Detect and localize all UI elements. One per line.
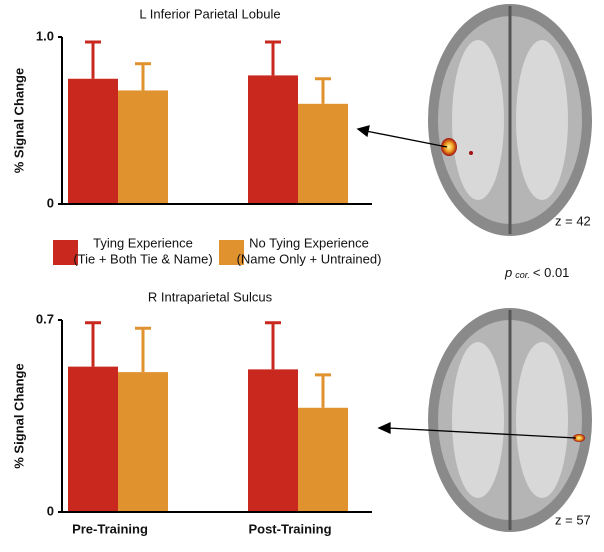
legend-detail: (Name Only + Untrained) xyxy=(237,251,382,266)
p-subscript: cor. xyxy=(515,270,530,280)
legend-swatch xyxy=(219,240,244,265)
x-tick-label: Pre-Training xyxy=(72,521,148,536)
arrow xyxy=(356,125,577,439)
p-value: p cor. < 0.01 xyxy=(504,265,569,280)
bar xyxy=(118,372,168,512)
legend-label: No Tying Experience xyxy=(249,235,369,250)
chart-title: L Inferior Parietal Lobule xyxy=(139,6,280,21)
p-label: p xyxy=(504,265,512,280)
bar xyxy=(248,369,298,512)
legend-swatch xyxy=(53,240,78,265)
z-label: z = 42 xyxy=(555,213,591,228)
brain-image-bottom xyxy=(428,308,592,532)
bar xyxy=(68,366,118,512)
bar xyxy=(68,78,118,204)
y-tick-label: 1.0 xyxy=(36,28,54,43)
y-axis-label: % Signal Change xyxy=(11,363,26,468)
bar xyxy=(298,407,348,512)
y-axis-label: % Signal Change xyxy=(11,68,26,173)
legend-label: Tying Experience xyxy=(93,235,193,250)
x-tick-label: Post-Training xyxy=(248,521,331,536)
bar xyxy=(118,90,168,204)
brain-image-top xyxy=(428,4,592,236)
chart-title: R Intraparietal Sulcus xyxy=(148,289,273,304)
y-tick-label: 0.7 xyxy=(36,311,54,326)
bar xyxy=(248,75,298,204)
z-label: z = 57 xyxy=(555,512,591,527)
p-text: < 0.01 xyxy=(533,265,570,280)
y-tick-label: 0 xyxy=(47,195,54,210)
legend-detail: (Tie + Both Tie & Name) xyxy=(73,251,212,266)
y-tick-label: 0 xyxy=(47,503,54,518)
bar xyxy=(298,103,348,204)
